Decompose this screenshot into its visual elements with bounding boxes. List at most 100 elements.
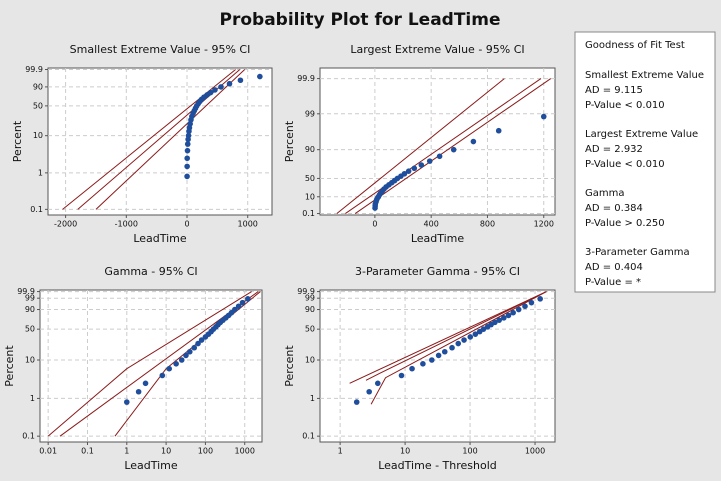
fit-line	[345, 78, 542, 214]
x-axis-label: LeadTime	[411, 232, 465, 245]
x-tick-label: 1	[338, 447, 343, 456]
data-point	[418, 162, 425, 168]
fit-line	[365, 291, 547, 381]
data-point	[401, 170, 408, 177]
data-point	[191, 344, 198, 351]
x-tick-label: 800	[480, 220, 495, 229]
y-tick-label: 10	[25, 355, 35, 364]
data-point	[420, 361, 426, 367]
gof-test-name: Largest Extreme Value	[585, 129, 698, 140]
gof-test-name: 3-Parameter Gamma	[585, 247, 690, 258]
gof-ad: AD = 2.932	[585, 144, 643, 155]
data-point	[245, 296, 251, 302]
data-point	[239, 299, 246, 306]
y-tick-label: 90	[33, 82, 43, 91]
fit-line	[47, 291, 252, 437]
panel-title: Gamma - 95% CI	[104, 265, 197, 278]
data-point	[173, 361, 179, 367]
x-tick-label: 1200	[534, 220, 554, 229]
y-tick-label: 0.1	[302, 209, 315, 218]
y-tick-label: 90	[305, 305, 315, 314]
data-point	[461, 337, 467, 343]
data-point	[135, 388, 142, 395]
plot-area	[319, 289, 556, 443]
x-tick-label: 10	[161, 447, 171, 456]
data-point	[237, 77, 244, 84]
y-tick-label: 99.9	[17, 287, 35, 296]
data-point	[207, 89, 214, 96]
data-point	[226, 80, 233, 87]
y-tick-label: 99.9	[25, 65, 43, 74]
data-point	[366, 388, 372, 395]
y-tick-label: 50	[25, 325, 35, 334]
data-point	[159, 372, 166, 379]
data-point	[184, 163, 190, 170]
data-point	[409, 365, 415, 372]
y-tick-label: 0.1	[30, 205, 43, 214]
data-point	[455, 340, 462, 347]
chart-title: Probability Plot for LeadTime	[220, 10, 501, 30]
gof-pvalue: P-Value < 0.010	[585, 159, 665, 170]
data-point	[411, 165, 418, 172]
panel-title: Smallest Extreme Value - 95% CI	[70, 43, 251, 56]
data-point	[540, 113, 547, 120]
plot-content	[349, 291, 547, 405]
x-tick-label: 400	[424, 220, 439, 229]
y-tick-label: 0.1	[302, 432, 315, 441]
y-tick-label: 0.1	[22, 432, 35, 441]
fit-line	[349, 291, 547, 384]
data-point	[510, 309, 516, 316]
data-point	[429, 357, 435, 363]
plot-content	[336, 78, 552, 214]
x-axis-label: LeadTime	[133, 232, 187, 245]
data-point	[235, 303, 242, 310]
data-point	[528, 299, 535, 306]
x-tick-label: 1000	[525, 447, 545, 456]
y-axis-label: Percent	[3, 345, 16, 387]
data-point	[185, 132, 192, 139]
data-point	[218, 84, 224, 90]
y-tick-label: 99	[305, 109, 315, 118]
panel-title: Largest Extreme Value - 95% CI	[350, 43, 524, 56]
y-tick-label: 99.9	[297, 74, 315, 83]
x-tick-label: -2000	[54, 220, 77, 229]
x-tick-label: 10	[400, 447, 410, 456]
gof-title: Goodness of Fit Test	[585, 40, 685, 51]
y-tick-label: 1	[310, 394, 315, 403]
data-point	[184, 155, 190, 162]
plot-content	[62, 69, 263, 210]
gof-box	[574, 31, 716, 293]
y-axis-label: Percent	[283, 120, 296, 162]
plot-area	[319, 67, 556, 216]
y-tick-label: 99	[25, 294, 35, 303]
y-axis-label: Percent	[11, 120, 24, 162]
fit-line	[95, 69, 246, 210]
x-tick-label: 0.1	[81, 447, 94, 456]
gof-ad: AD = 0.384	[585, 203, 643, 214]
data-point	[472, 331, 479, 337]
x-tick-label: 0	[372, 220, 377, 229]
data-point	[186, 348, 193, 355]
gof-pvalue: P-Value < 0.010	[585, 100, 665, 111]
data-point	[480, 326, 487, 332]
plot-content	[47, 291, 261, 437]
y-tick-label: 90	[305, 145, 315, 154]
data-point	[496, 317, 502, 323]
y-tick-label: 90	[25, 305, 35, 314]
data-point	[166, 365, 173, 372]
gof-test-name: Smallest Extreme Value	[585, 70, 704, 81]
gof-pvalue: P-Value = *	[585, 277, 641, 288]
x-tick-label: 1	[124, 447, 129, 456]
data-point	[142, 380, 149, 387]
y-tick-label: 10	[305, 192, 315, 201]
y-tick-label: 10	[305, 355, 315, 364]
y-tick-label: 1	[30, 394, 35, 403]
data-point	[353, 399, 360, 405]
data-point	[178, 357, 185, 363]
data-point	[450, 146, 457, 153]
plot-area	[47, 67, 273, 216]
data-point	[198, 337, 205, 343]
data-point	[441, 348, 448, 355]
fit-line	[336, 78, 505, 214]
data-point	[426, 158, 433, 164]
